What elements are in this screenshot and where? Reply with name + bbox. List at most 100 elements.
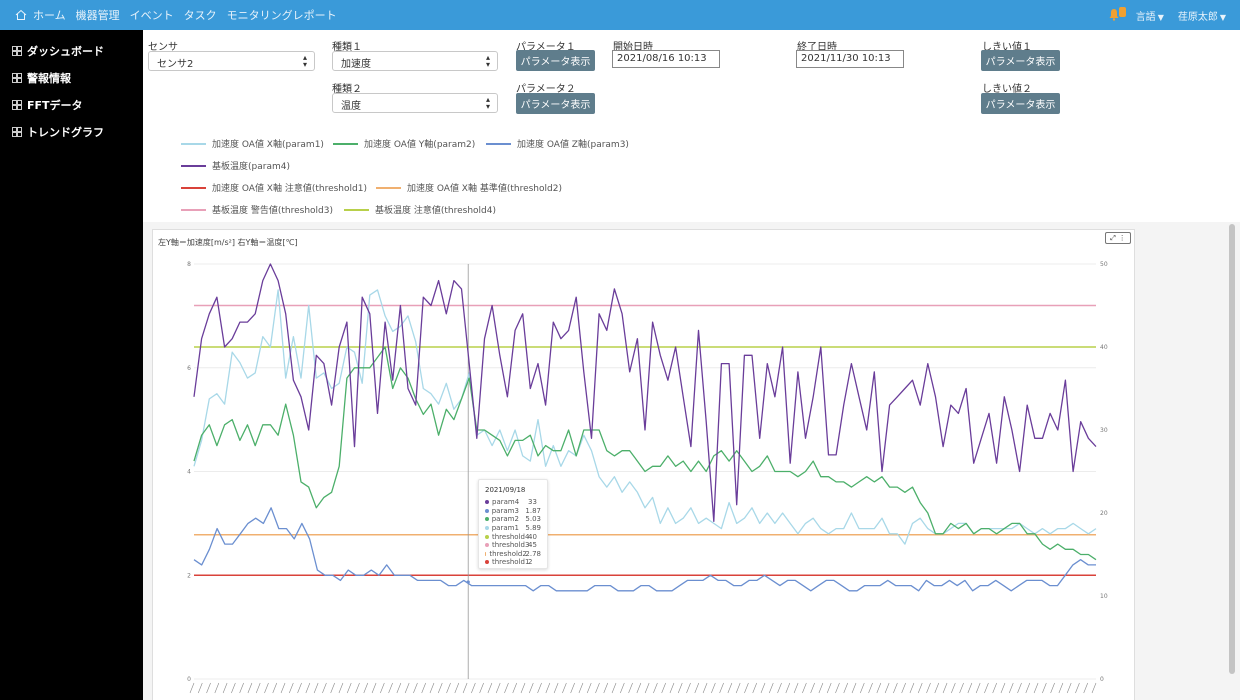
show-param2-button[interactable]: パラメータ表示	[516, 93, 595, 114]
tooltip-series-name: threshold2	[489, 549, 527, 558]
kind1-select[interactable]: 加速度 ▴ ▾	[332, 51, 498, 71]
x-tick-label	[437, 682, 443, 694]
nav-home[interactable]: ホーム	[33, 9, 66, 22]
x-tick-label	[231, 682, 236, 694]
kind1-select-value: 加速度	[341, 59, 371, 70]
expand-icon[interactable]: ⤢	[1110, 233, 1116, 242]
hover-point	[466, 580, 470, 584]
nav-task[interactable]: タスク	[183, 9, 217, 22]
kind1-label: 種類１	[332, 42, 362, 53]
legend-swatch	[181, 186, 206, 189]
end-datetime-label: 終了日時	[797, 42, 837, 53]
start-datetime-label: 開始日時	[613, 42, 653, 53]
vertical-scrollbar[interactable]	[1229, 224, 1235, 674]
legend-param2[interactable]: 加速度 OA値 Y軸(param2)	[333, 137, 475, 150]
language-menu[interactable]: 言語 ▼	[1136, 8, 1164, 23]
param1-label: パラメータ１	[516, 42, 576, 53]
tooltip-dot	[485, 551, 487, 556]
x-tick-label	[1000, 682, 1006, 694]
x-tick-label	[826, 682, 832, 694]
tooltip-dot	[485, 500, 489, 505]
home-icon[interactable]	[15, 9, 27, 21]
y-right-tick-label: 40	[1100, 344, 1108, 351]
sidebar: ダッシュボード 警報情報 FFTデータ トレンドグラフ	[0, 30, 143, 700]
x-tick-label	[984, 682, 989, 694]
sidebar-item-alarm[interactable]: 警報情報	[0, 64, 143, 91]
start-datetime-input[interactable]: 2021/08/16 10:13	[612, 50, 720, 68]
x-tick-label	[512, 682, 518, 694]
sidebar-item-trend-graph[interactable]: トレンドグラフ	[0, 118, 143, 145]
sidebar-item-dashboard[interactable]: ダッシュボード	[0, 37, 143, 64]
x-tick-label	[777, 682, 782, 694]
user-menu[interactable]: 荏原太郎 ▼	[1178, 8, 1226, 23]
nav-device-management[interactable]: 機器管理	[75, 9, 120, 22]
sensor-select[interactable]: センサ2 ▴ ▾	[148, 51, 315, 71]
trend-chart[interactable]: 0 2 4 6 8 0 10 20 30 40 50	[152, 229, 1135, 700]
x-tick-label	[380, 682, 385, 694]
x-tick-label	[446, 682, 451, 694]
x-tick-label	[330, 682, 335, 694]
x-tick-label	[214, 682, 220, 694]
kind2-select[interactable]: 温度 ▴ ▾	[332, 93, 498, 113]
x-tick-label	[719, 682, 724, 694]
x-tick-label	[752, 682, 757, 694]
kind2-label: 種類２	[332, 84, 362, 95]
legend-param4[interactable]: 基板温度(param4)	[181, 159, 290, 172]
x-tick-label	[562, 682, 567, 694]
x-tick-label	[1050, 682, 1055, 694]
x-tick-label	[371, 682, 377, 694]
x-tick-label	[926, 682, 931, 694]
x-tick-label	[1091, 682, 1097, 694]
tooltip-dot	[485, 543, 489, 548]
notification-bell-icon[interactable]	[1108, 7, 1126, 22]
tooltip-series-name: param1	[491, 524, 519, 533]
series-param1	[193, 289, 1097, 545]
legend-threshold4[interactable]: 基板温度 注意値(threshold4)	[344, 203, 496, 216]
legend-param3[interactable]: 加速度 OA値 Z軸(param3)	[486, 137, 629, 150]
legend-param1[interactable]: 加速度 OA値 X軸(param1)	[181, 137, 324, 150]
tooltip-row-threshold3: threshold3 45	[485, 541, 541, 550]
topbar-right: 言語 ▼ 荏原太郎 ▼	[1108, 0, 1226, 30]
x-tick-label	[1025, 682, 1031, 694]
legend-threshold1[interactable]: 加速度 OA値 X軸 注意値(threshold1)	[181, 181, 367, 194]
x-tick-label	[239, 682, 244, 694]
tooltip-row-threshold2: threshold2 2.78	[485, 550, 541, 559]
x-tick-label	[1066, 682, 1072, 694]
y-left-tick-label: 6	[187, 365, 191, 372]
x-tick-label	[578, 682, 584, 694]
x-tick-label	[735, 682, 741, 694]
x-tick-label	[868, 682, 873, 694]
legend-swatch	[181, 164, 206, 167]
tooltip-dot	[485, 508, 489, 513]
x-tick-label	[346, 682, 352, 694]
x-tick-label	[222, 682, 228, 694]
legend-swatch	[376, 186, 401, 189]
legend-threshold3[interactable]: 基板温度 警告値(threshold3)	[181, 203, 333, 216]
end-datetime-input[interactable]: 2021/11/30 10:13	[796, 50, 904, 68]
show-threshold1-button[interactable]: パラメータ表示	[981, 50, 1060, 71]
show-threshold2-button[interactable]: パラメータ表示	[981, 93, 1060, 114]
x-tick-label	[338, 682, 344, 694]
legend-threshold2[interactable]: 加速度 OA値 X軸 基準値(threshold2)	[376, 181, 562, 194]
tooltip-series-value: 2	[528, 558, 533, 567]
legend-swatch	[181, 142, 206, 145]
legend-label: 加速度 OA値 X軸 注意値(threshold1)	[212, 184, 367, 194]
nav-monitoring-report[interactable]: モニタリングレポート	[226, 9, 337, 22]
x-tick-label	[768, 682, 774, 694]
more-vertical-icon[interactable]: ⋮	[1118, 234, 1126, 242]
chart-toolbar[interactable]: ⤢ ⋮	[1105, 232, 1131, 244]
x-tick-label	[322, 682, 327, 694]
x-tick-label	[537, 682, 542, 694]
sidebar-item-fft[interactable]: FFTデータ	[0, 91, 143, 118]
x-tick-label	[620, 682, 625, 694]
tooltip-dot	[485, 534, 489, 539]
param2-label: パラメータ２	[516, 84, 576, 95]
nav-event[interactable]: イベント	[129, 9, 174, 22]
tooltip-series-name: threshold3	[492, 541, 530, 550]
show-param1-button[interactable]: パラメータ表示	[516, 50, 595, 71]
x-tick-label	[289, 682, 294, 694]
x-tick-label	[388, 682, 393, 694]
caret-down-icon: ▼	[1157, 12, 1164, 22]
x-tick-label	[802, 682, 807, 694]
legend-label: 基板温度 注意値(threshold4)	[375, 206, 496, 216]
